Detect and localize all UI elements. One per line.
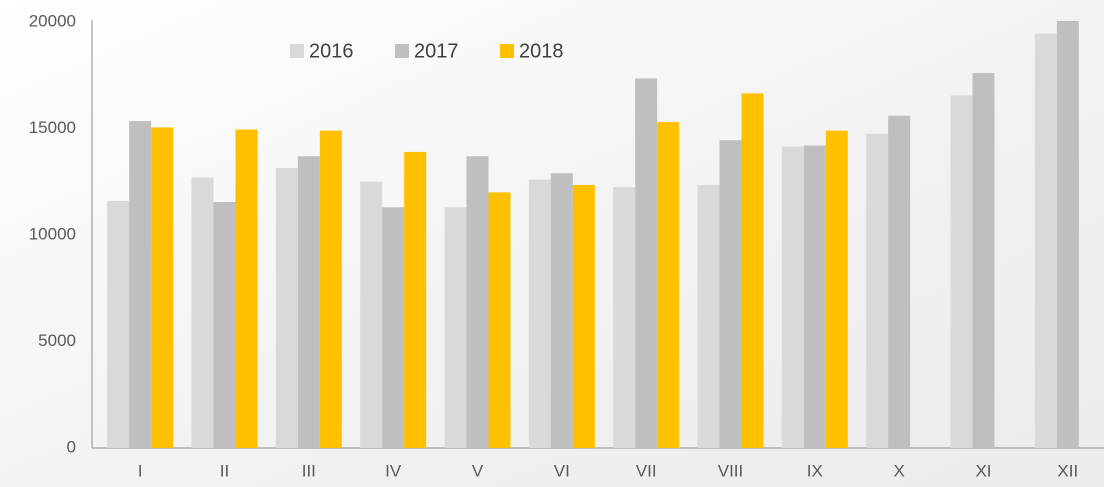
bar bbox=[489, 192, 511, 448]
legend-label: 2016 bbox=[309, 40, 354, 62]
bar bbox=[214, 202, 236, 448]
bar bbox=[1035, 34, 1057, 448]
chart: 05000100001500020000IIIIIIIVVVIVIIVIIIIX… bbox=[0, 0, 1104, 487]
bar bbox=[657, 122, 679, 448]
bar bbox=[551, 173, 573, 448]
x-tick-label: XII bbox=[1057, 461, 1078, 480]
bar bbox=[107, 201, 129, 448]
legend-swatch bbox=[290, 44, 304, 58]
bar bbox=[382, 207, 404, 448]
x-tick-label: VIII bbox=[718, 461, 744, 480]
y-tick-label: 5000 bbox=[38, 331, 76, 350]
legend-label: 2018 bbox=[519, 40, 564, 62]
bar bbox=[320, 131, 342, 448]
bar bbox=[804, 146, 826, 448]
x-tick-label: II bbox=[220, 461, 229, 480]
bar bbox=[404, 152, 426, 448]
x-tick-label: I bbox=[138, 461, 143, 480]
y-tick-label: 10000 bbox=[29, 224, 76, 243]
bar bbox=[236, 130, 258, 448]
bar bbox=[720, 140, 742, 448]
x-tick-label: VII bbox=[636, 461, 657, 480]
x-tick-label: IX bbox=[807, 461, 823, 480]
bar bbox=[973, 73, 995, 448]
bar bbox=[298, 156, 320, 448]
bar bbox=[1057, 21, 1079, 448]
legend-swatch bbox=[500, 44, 514, 58]
bar bbox=[613, 187, 635, 448]
bar bbox=[276, 168, 298, 448]
x-tick-label: X bbox=[893, 461, 904, 480]
bar bbox=[888, 116, 910, 448]
x-tick-label: XI bbox=[975, 461, 991, 480]
bar bbox=[192, 177, 214, 448]
x-tick-label: VI bbox=[554, 461, 570, 480]
legend-swatch bbox=[395, 44, 409, 58]
bar bbox=[698, 185, 720, 448]
bar bbox=[826, 131, 848, 448]
bar bbox=[360, 182, 382, 448]
bar bbox=[573, 185, 595, 448]
y-tick-label: 15000 bbox=[29, 118, 76, 137]
bar bbox=[782, 147, 804, 448]
bar bbox=[742, 93, 764, 448]
bar bbox=[467, 156, 489, 448]
bar bbox=[635, 78, 657, 448]
bar bbox=[866, 134, 888, 448]
bar bbox=[529, 180, 551, 448]
bar bbox=[151, 127, 173, 448]
bar bbox=[445, 207, 467, 448]
x-tick-label: III bbox=[302, 461, 316, 480]
bar bbox=[951, 95, 973, 448]
x-tick-label: V bbox=[472, 461, 484, 480]
bar bbox=[129, 121, 151, 448]
y-tick-label: 20000 bbox=[29, 11, 76, 30]
x-tick-label: IV bbox=[385, 461, 402, 480]
legend-label: 2017 bbox=[414, 40, 459, 62]
y-tick-label: 0 bbox=[67, 437, 76, 456]
